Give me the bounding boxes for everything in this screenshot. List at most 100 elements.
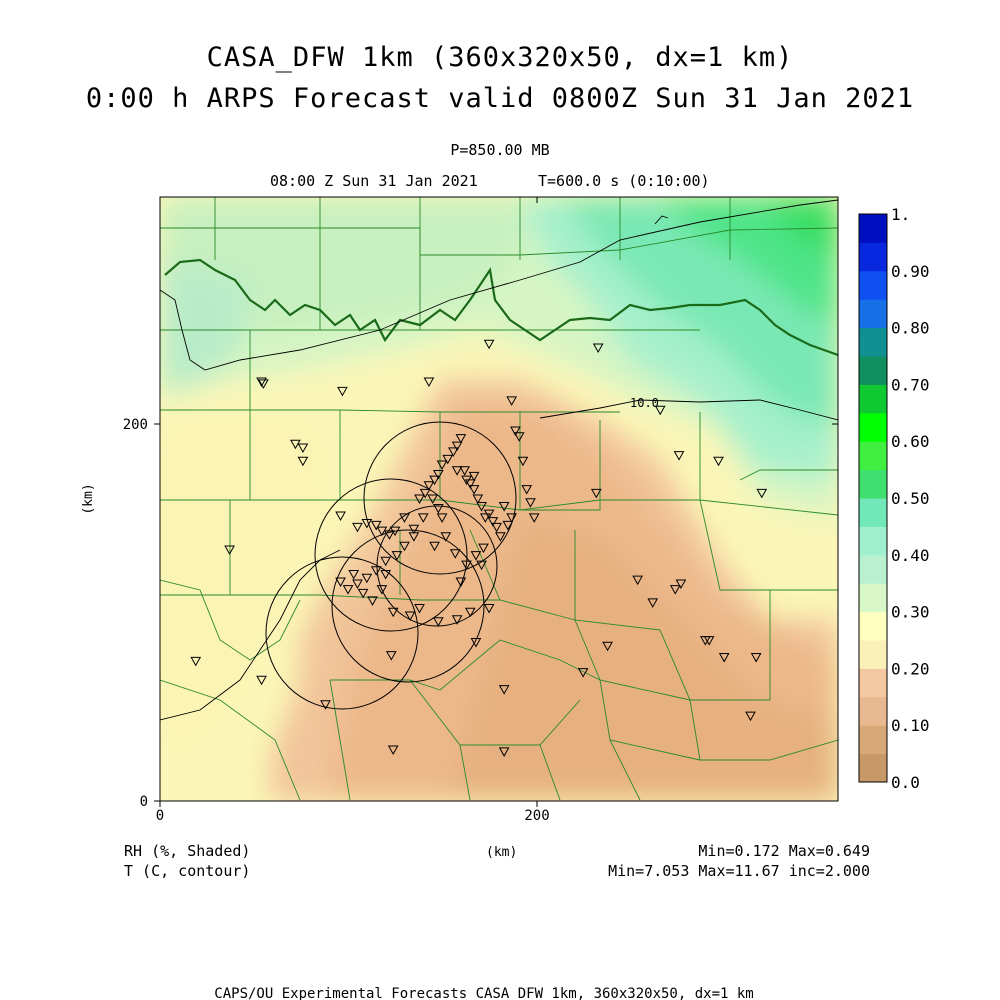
station-marker [510, 426, 521, 437]
station-marker [602, 641, 613, 652]
station-marker [468, 485, 480, 495]
station-marker [342, 585, 354, 595]
station-marker [703, 636, 715, 646]
station-marker [461, 560, 472, 571]
station-marker [380, 556, 392, 567]
station-marker [654, 405, 666, 416]
map-title-line1: CASA_DFW 1km (360x320x50, dx=1 km) [206, 42, 794, 73]
colorbar-swatch [859, 412, 887, 442]
station-marker [498, 685, 510, 695]
station-marker [451, 441, 463, 452]
station-marker [476, 560, 487, 571]
radar-range-rings [265, 421, 517, 710]
colorbar-label: 0.70 [891, 375, 930, 394]
station-marker [498, 502, 510, 512]
station-marker [387, 745, 399, 756]
station-marker [417, 513, 429, 523]
rh-shaded-field [160, 197, 838, 801]
y-tick-200: 200 [123, 417, 148, 433]
station-marker [528, 513, 540, 523]
station-marker [361, 519, 373, 529]
colorbar-label: 0.10 [891, 716, 930, 735]
colorbar-swatch [859, 356, 887, 385]
station-marker [337, 386, 348, 397]
station-marker [357, 588, 369, 599]
colorbar-label: 0.50 [891, 489, 930, 508]
station-marker [408, 532, 420, 542]
station-marker [495, 532, 506, 542]
station-marker [348, 570, 360, 580]
y-tick-0: 0 [140, 794, 148, 810]
station-marker [370, 566, 382, 576]
station-marker [478, 543, 489, 554]
colorbar-swatch [859, 270, 887, 300]
station-marker [384, 530, 395, 540]
radar-ring-3 [376, 505, 498, 627]
station-marker [423, 481, 435, 491]
colorbar-swatch [859, 498, 887, 527]
station-marker [256, 675, 267, 686]
station-marker [361, 573, 373, 584]
station-marker [491, 522, 502, 533]
station-marker [470, 637, 482, 648]
station-marker [718, 653, 730, 663]
station-marker [436, 460, 448, 471]
station-marker [297, 456, 309, 467]
station-marker [517, 456, 529, 467]
station-marker [464, 607, 476, 618]
contour-label: 10.0 [630, 396, 659, 410]
colorbar-swatch [859, 384, 887, 414]
station-marker [472, 494, 484, 505]
station-marker [399, 513, 410, 523]
colorbar-label: 0.0 [891, 773, 920, 792]
station-marker [756, 488, 768, 499]
station-marker [258, 379, 269, 389]
station-marker [521, 485, 533, 495]
station-marker [483, 603, 495, 614]
station-marker [476, 502, 487, 512]
legend-shaded: RH (%, Shaded) [124, 842, 250, 860]
station-marker [459, 466, 471, 476]
footer-credit: CAPS/OU Experimental Forecasts CASA DFW … [214, 986, 753, 1000]
station-marker [335, 577, 346, 588]
colorbar-swatch [859, 668, 887, 698]
station-marker [483, 509, 495, 520]
station-marker [352, 579, 363, 589]
plot-frame [159, 196, 839, 802]
radar-ring-1 [363, 421, 517, 575]
station-marker [506, 396, 518, 406]
station-marker [370, 520, 382, 531]
rh-min-max: Min=0.172 Max=0.649 [698, 842, 870, 860]
station-marker [502, 520, 514, 531]
station-marker [367, 596, 378, 606]
station-marker [451, 615, 463, 625]
station-marker [750, 653, 762, 663]
colorbar-swatch [859, 469, 887, 499]
station-marker [389, 526, 401, 537]
station-marker [440, 532, 452, 542]
station-marker [436, 513, 448, 523]
map-title-line2: 0:00 h ARPS Forecast valid 0800Z Sun 31 … [85, 83, 915, 114]
station-marker [414, 603, 425, 614]
station-marker [669, 585, 681, 595]
x-tick-0: 0 [156, 808, 164, 824]
colorbar-swatch [859, 696, 887, 726]
station-marker [190, 656, 202, 667]
colorbar-label: 0.20 [891, 659, 930, 678]
radar-ring-5 [265, 556, 419, 710]
colorbar-label: 0.80 [891, 319, 930, 338]
colorbar-swatch [859, 640, 887, 669]
station-marker [442, 454, 454, 465]
station-marker [391, 551, 403, 561]
station-markers [190, 339, 768, 757]
station-marker [385, 651, 397, 661]
colorbar-label: 0.40 [891, 546, 930, 565]
station-marker [224, 545, 235, 555]
station-marker [675, 579, 687, 589]
station-marker [423, 377, 435, 387]
station-marker [429, 541, 440, 552]
y-axis-label: (km) [81, 483, 96, 514]
legend-contour: T (C, contour) [124, 862, 250, 880]
colorbar-swatch [859, 242, 887, 272]
